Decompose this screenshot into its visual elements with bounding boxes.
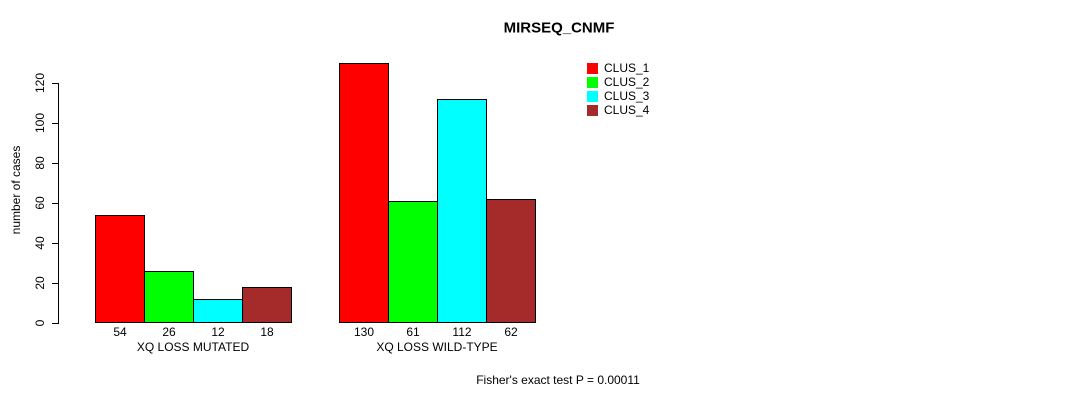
y-axis-tick: [52, 323, 58, 324]
y-axis-tick-label: 0: [33, 319, 47, 327]
y-axis-line: [58, 83, 59, 324]
bar-clus-1-xq-loss-wild-type: [339, 63, 389, 323]
legend-item-clus-3: CLUS_3: [587, 90, 649, 103]
bar-clus-4-xq-loss-mutated: [242, 287, 292, 323]
fisher-test-annotation: Fisher's exact test P = 0.00011: [476, 373, 640, 387]
bar-value-label: 26: [162, 325, 176, 339]
y-axis-tick-label: 20: [33, 276, 47, 290]
bar-value-label: 112: [452, 325, 472, 339]
bar-clus-1-xq-loss-mutated: [95, 215, 145, 323]
legend-label: CLUS_4: [604, 103, 650, 117]
legend-label: CLUS_2: [604, 75, 650, 89]
bar-value-label: 130: [353, 325, 375, 339]
chart-title: MIRSEQ_CNMF: [503, 19, 615, 37]
bar-value-label: 12: [211, 325, 225, 339]
legend-item-clus-1: CLUS_1: [587, 62, 649, 75]
y-axis-tick: [52, 83, 58, 84]
y-axis-tick: [52, 123, 58, 124]
category-label-xq-loss-mutated: XQ LOSS MUTATED: [136, 340, 250, 354]
bar-value-label: 54: [113, 325, 127, 339]
legend-swatch-clus-1: [587, 63, 598, 74]
legend-item-clus-2: CLUS_2: [587, 76, 649, 89]
bar-value-label: 62: [504, 325, 518, 339]
bar-clus-3-xq-loss-wild-type: [437, 99, 487, 323]
bar-clus-4-xq-loss-wild-type: [486, 199, 536, 323]
bar-clus-3-xq-loss-mutated: [193, 299, 243, 323]
y-axis-tick-label: 60: [33, 196, 47, 210]
y-axis-tick: [52, 163, 58, 164]
legend: CLUS_1 CLUS_2 CLUS_3 CLUS_4: [587, 62, 649, 118]
y-axis-tick-label: 100: [33, 112, 47, 134]
bar-value-label: 18: [260, 325, 274, 339]
legend-label: CLUS_3: [604, 89, 650, 103]
legend-label: CLUS_1: [604, 61, 650, 75]
y-axis-tick-label: 120: [33, 72, 47, 94]
y-axis-tick-label: 80: [33, 156, 47, 170]
y-axis-tick: [52, 203, 58, 204]
category-label-xq-loss-wild-type: XQ LOSS WILD-TYPE: [376, 340, 498, 354]
y-axis-tick-label: 40: [33, 236, 47, 250]
legend-swatch-clus-3: [587, 91, 598, 102]
y-axis-tick: [52, 243, 58, 244]
bar-clus-2-xq-loss-wild-type: [388, 201, 438, 323]
legend-swatch-clus-4: [587, 105, 598, 116]
bar-clus-2-xq-loss-mutated: [144, 271, 194, 323]
bar-value-label: 61: [406, 325, 420, 339]
legend-swatch-clus-2: [587, 77, 598, 88]
y-axis-tick: [52, 283, 58, 284]
legend-item-clus-4: CLUS_4: [587, 104, 649, 117]
